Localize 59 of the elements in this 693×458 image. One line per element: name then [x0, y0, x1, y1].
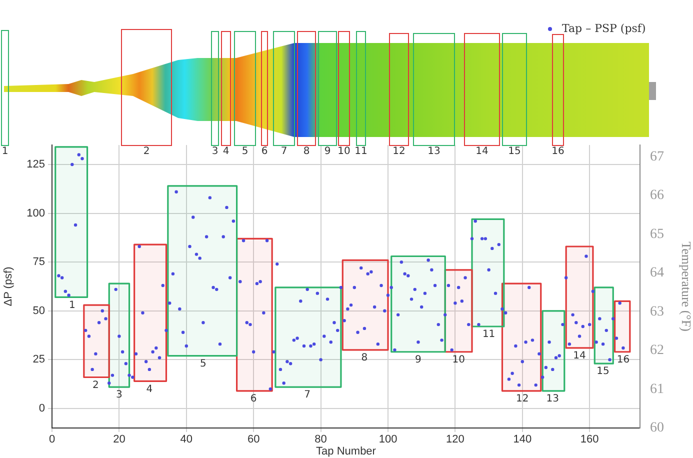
- text: 3: [212, 146, 218, 157]
- annotation: 6: [250, 394, 257, 405]
- text: 7: [280, 146, 288, 157]
- text: 13: [428, 146, 440, 157]
- x-tick-label: 120: [446, 434, 464, 446]
- annotation: 3: [116, 390, 122, 401]
- text: 1: [2, 146, 8, 157]
- x-tick-label: 60: [247, 434, 260, 446]
- text: 8: [303, 146, 310, 157]
- y-axis-title: ΔP (psf): [2, 266, 15, 306]
- y2-axis-title: Temperature (°F): [678, 242, 693, 332]
- annotation: 16: [616, 354, 630, 366]
- y2-tick-label: 64: [650, 266, 664, 281]
- y-tick-label: 75: [32, 256, 45, 268]
- text: 6: [261, 146, 268, 157]
- annotation: 13: [546, 394, 560, 405]
- annotation: 11: [482, 329, 496, 340]
- y2-tick-label: 63: [650, 304, 664, 320]
- annotation: 10: [452, 354, 465, 366]
- annotation: 7: [304, 390, 311, 401]
- text: 15: [508, 146, 521, 157]
- y2-tick-label: 66: [650, 188, 664, 204]
- x-tick-label: 40: [180, 434, 193, 446]
- text: 9: [324, 146, 331, 157]
- text: 14: [476, 146, 488, 157]
- legend-label: Tap – PSP (psf): [562, 22, 646, 35]
- x-axis-title: Tap Number: [316, 445, 376, 458]
- x-tick-label: 80: [314, 434, 327, 446]
- y-tick-label: 25: [32, 354, 45, 366]
- y2-tick-label: 62: [650, 343, 664, 358]
- x-tick-label: 140: [513, 434, 532, 446]
- x-tick-label: 0: [48, 434, 56, 446]
- y2-tick-label: 60: [650, 420, 664, 436]
- x-tick-label: 160: [580, 434, 599, 446]
- annotation: 4: [146, 384, 153, 395]
- annotation: 1: [68, 300, 76, 311]
- annotation: 15: [596, 366, 610, 378]
- y2-tick-label: 65: [650, 226, 664, 242]
- text: 11: [354, 146, 368, 157]
- text: 2: [143, 146, 150, 157]
- x-tick-label: 20: [113, 434, 126, 446]
- y-tick-label: 50: [32, 304, 45, 317]
- y-tick-label: 100: [26, 207, 45, 220]
- annotation: 14: [573, 350, 586, 362]
- y2-tick-label: 61: [650, 382, 664, 397]
- y2-tick-label: 67: [650, 149, 664, 164]
- y-tick-label: 125: [26, 158, 45, 171]
- text: 5: [242, 146, 248, 157]
- x-tick-label: 100: [378, 434, 398, 446]
- annotation: 8: [361, 352, 368, 364]
- text: 10: [338, 146, 350, 157]
- text: 12: [392, 146, 406, 157]
- annotation: 5: [200, 358, 206, 370]
- text: 4: [222, 146, 230, 157]
- y-tick-label: 0: [38, 402, 45, 415]
- annotation: 2: [92, 380, 99, 391]
- annotation: 9: [415, 354, 422, 366]
- text: 16: [552, 146, 564, 157]
- annotation: 12: [516, 394, 529, 405]
